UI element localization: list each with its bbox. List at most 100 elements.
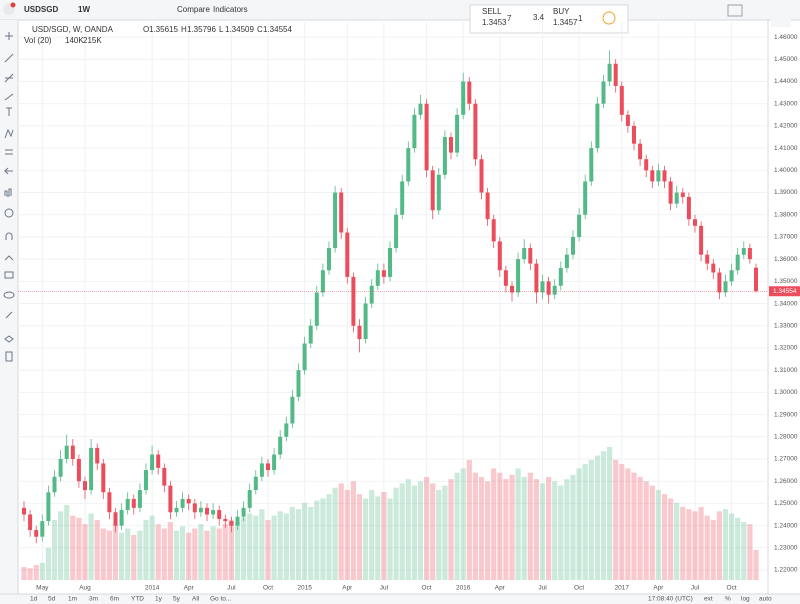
candle-body [430,170,435,211]
volume-bar [466,459,472,580]
candle-body [589,148,594,182]
y-tick-label: 1.35000 [774,278,798,285]
volume-bar [45,547,51,580]
sell-label[interactable]: SELL [482,7,502,16]
volume-bar [564,479,570,580]
candle-body [540,281,545,293]
volume-bar [613,459,619,580]
range-button[interactable]: Go to... [210,596,232,603]
volume-bar [594,455,600,580]
volume-bar [491,468,497,580]
range-button[interactable]: 1y [155,596,163,603]
candle-body [534,263,539,293]
scale-option[interactable]: auto [759,596,772,603]
candle-body [528,248,533,264]
candle-body [613,63,618,86]
range-button[interactable]: All [192,596,200,603]
volume-bar [393,487,399,580]
candle-body [686,196,691,220]
volume-bar [424,476,430,580]
candle-body [680,192,685,197]
sell-price[interactable]: 1.3453 [482,18,507,27]
volume-bar [753,549,759,580]
range-button[interactable]: 3m [89,596,98,603]
y-tick-label: 1.22000 [774,567,798,574]
left-toolbar [0,20,18,604]
last-price-box [769,286,800,297]
last-price-label: 1.34554 [773,288,797,295]
candle-body [400,181,405,215]
scale-option[interactable]: log [741,596,750,603]
candle-body [247,490,252,508]
candle-body [516,259,521,293]
range-button[interactable]: 1d [30,596,38,603]
y-tick-label: 1.29000 [774,411,798,418]
candle-body [363,303,368,340]
candle-body [333,192,338,249]
range-button[interactable]: 6m [110,596,119,603]
volume-bar [607,446,613,580]
scale-option[interactable]: ext [704,596,713,603]
y-tick-label: 1.25000 [774,500,798,507]
volume-bar [210,526,216,580]
candle-body [467,81,472,104]
candle-body [70,445,75,459]
x-tick-label: Oct [263,585,273,592]
volume-bar [710,519,716,580]
candle-body [22,507,26,515]
buy-label[interactable]: BUY [553,7,570,16]
candle-body [668,181,673,204]
volume-bar [295,509,302,580]
candle-body [83,481,87,491]
candle-body [503,270,508,286]
volume-bar [247,513,253,580]
candle-body [131,498,136,508]
volume-bar [27,568,33,580]
buy-price[interactable]: 1.3457 [553,18,578,27]
candle-body [607,63,612,82]
volume-bar [399,483,405,580]
volume-bar [680,507,686,580]
candle-body [198,507,203,513]
indicators-button[interactable]: Indicators [213,5,248,14]
x-tick-label: Apr [342,585,353,592]
volume-bar [655,489,661,580]
range-button[interactable]: 1m [68,596,77,603]
y-tick-label: 1.40000 [774,167,798,174]
volume-bar [241,517,247,580]
interval-button[interactable]: 1W [78,5,90,14]
compare-button[interactable]: Compare [177,5,210,14]
layout-button[interactable] [727,4,743,17]
candle-body [266,463,270,471]
candle-body [278,436,283,455]
range-button[interactable]: 5y [173,596,181,603]
candle-body [205,507,209,515]
volume-bar [326,494,332,580]
candle-body [290,396,295,424]
candle-body [296,370,301,397]
volume-bar [674,502,680,580]
symbol-button[interactable]: USDSGD [24,5,58,14]
candle-body [235,516,240,526]
volume-bar [320,498,326,580]
y-tick-label: 1.24000 [774,522,798,529]
candle-body [211,510,216,515]
range-button[interactable]: 5d [48,596,56,603]
volume-bar [198,524,204,580]
candle-body [125,498,130,511]
drawing-tools [3,32,15,362]
candle-body [192,503,197,513]
y-tick-label: 1.36000 [774,256,798,263]
candle-body [46,492,51,522]
scale-option[interactable]: % [725,596,731,603]
volume-bar [137,530,143,580]
x-tick-label: Apr [653,585,664,592]
volume-bar [350,481,356,580]
volume-bar [283,513,289,580]
volume-bar [521,476,527,580]
range-button[interactable]: YTD [131,596,144,603]
volume-bar [741,522,747,580]
legend-key: C [257,25,263,34]
candle-body [455,114,460,153]
volume-bar [661,494,668,580]
